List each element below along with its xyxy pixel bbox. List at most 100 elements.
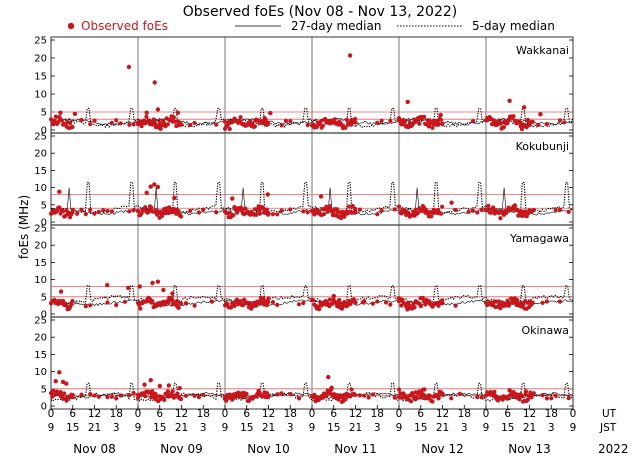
observed-point — [423, 207, 428, 212]
observed-point — [166, 210, 171, 216]
jst-tick-label: 9 — [483, 422, 490, 434]
observed-point — [60, 209, 66, 214]
observed-point — [436, 393, 441, 398]
observed-point — [296, 302, 302, 307]
observed-point — [416, 210, 421, 215]
observed-outlier — [405, 99, 410, 105]
observed-point — [412, 305, 417, 310]
observed-point — [408, 399, 414, 404]
observed-outlier — [142, 382, 147, 387]
observed-point — [143, 205, 148, 210]
y-tick-label: 10 — [34, 90, 47, 101]
observed-point — [79, 207, 84, 212]
observed-outlier — [326, 374, 331, 380]
observed-point — [127, 393, 132, 398]
observed-point — [317, 307, 322, 312]
observed-point — [131, 390, 136, 396]
observed-point — [483, 207, 489, 212]
observed-point — [288, 207, 293, 212]
observed-point — [96, 209, 101, 214]
observed-point — [148, 120, 154, 126]
observed-outlier — [347, 53, 353, 58]
observed-point — [118, 393, 123, 398]
observed-point — [266, 393, 271, 398]
observed-point — [92, 118, 97, 123]
observed-point — [227, 126, 232, 132]
observed-point — [566, 396, 571, 401]
observed-point — [320, 123, 325, 128]
observed-point — [138, 306, 143, 311]
observed-point — [157, 120, 162, 125]
observed-point — [131, 122, 136, 127]
observed-point — [506, 118, 511, 123]
observed-point — [162, 121, 167, 126]
observed-point — [453, 207, 458, 213]
observed-point — [349, 122, 354, 127]
observed-point — [453, 303, 458, 308]
ut-tick-label: 18 — [458, 408, 471, 420]
observed-point — [340, 212, 345, 217]
observed-point — [405, 303, 410, 308]
observed-point — [470, 208, 476, 213]
observed-point — [253, 303, 258, 308]
jst-tick-label: 9 — [570, 422, 577, 434]
observed-point — [311, 298, 316, 303]
y-tick-label: 0 — [41, 402, 47, 413]
observed-point — [553, 393, 558, 398]
y-axis-label: foEs (MHz) — [17, 195, 31, 259]
observed-point — [196, 395, 201, 400]
observed-points — [48, 279, 563, 312]
observed-point — [162, 397, 167, 402]
observed-point — [114, 118, 119, 123]
observed-point — [470, 119, 476, 124]
observed-point — [158, 126, 163, 131]
observed-outlier — [360, 300, 365, 305]
observed-point — [109, 209, 114, 214]
observed-point — [531, 391, 537, 396]
observed-outlier — [326, 207, 331, 213]
observed-point — [214, 210, 219, 215]
observed-point — [105, 300, 110, 305]
observed-point — [388, 118, 393, 124]
observed-point — [270, 212, 275, 217]
observed-outlier — [507, 388, 512, 393]
jst-tick-label: 15 — [327, 422, 340, 434]
observed-point — [331, 119, 336, 124]
observed-point — [54, 208, 60, 214]
observed-point — [261, 296, 266, 301]
observed-point — [353, 209, 358, 214]
observed-point — [509, 300, 515, 305]
observed-point — [170, 210, 175, 215]
observed-point — [279, 123, 284, 128]
observed-point — [396, 387, 402, 392]
observed-point — [222, 394, 228, 399]
observed-point — [511, 114, 516, 119]
observed-point — [336, 210, 341, 215]
observed-point — [288, 119, 293, 124]
observed-point — [540, 300, 545, 305]
observed-point — [525, 117, 531, 123]
observed-point — [179, 301, 184, 306]
observed-outlier — [538, 112, 543, 117]
observed-point — [109, 120, 114, 125]
observed-point — [175, 298, 180, 304]
y-tick-label: 20 — [34, 54, 47, 65]
observed-outlier — [63, 381, 69, 386]
y-tick-label: 20 — [34, 241, 47, 252]
observed-point — [353, 120, 358, 125]
observed-point — [236, 120, 241, 125]
observed-point — [544, 396, 550, 401]
observed-point — [275, 212, 280, 217]
observed-outlier — [507, 98, 512, 104]
observed-point — [263, 117, 268, 122]
observed-point — [240, 209, 245, 214]
y-tick-label: 25 — [34, 36, 47, 47]
observed-point — [419, 208, 424, 213]
observed-point — [515, 297, 520, 303]
observed-point — [166, 394, 171, 399]
observed-point — [79, 117, 84, 123]
observed-point — [224, 398, 229, 403]
observed-outlier — [57, 189, 62, 194]
y-tick-label: 25 — [34, 132, 47, 143]
observed-point — [379, 208, 384, 213]
